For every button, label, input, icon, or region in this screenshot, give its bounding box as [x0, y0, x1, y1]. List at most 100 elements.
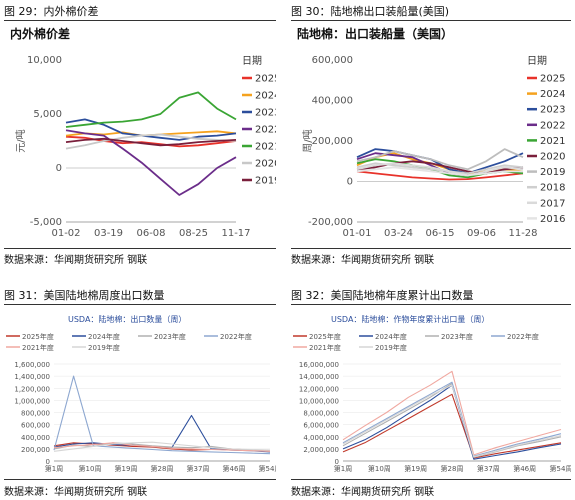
- y-tick-label: 0: [46, 458, 50, 466]
- x-tick-label: 第28周: [151, 464, 174, 473]
- legend-label: 2024年度: [88, 332, 120, 341]
- x-tick-label: 第10周: [368, 464, 391, 473]
- x-tick-label: 11-17: [221, 228, 250, 239]
- series-line-2022: [65, 129, 237, 196]
- legend-label: 2023年度: [441, 332, 473, 341]
- x-tick-label: 第46周: [513, 464, 536, 473]
- series-line-2017: [356, 162, 524, 177]
- y-axis-label: 周/吨: [301, 129, 314, 152]
- figure-30-rule: [291, 20, 571, 21]
- series-line-2024: [356, 152, 524, 175]
- legend-label: 2022年度: [220, 332, 252, 341]
- figure-32-rule-bottom: [291, 479, 571, 480]
- legend-label: 2022: [255, 125, 276, 136]
- y-tick-label: 0: [335, 458, 339, 466]
- x-tick-label: 第1周: [334, 464, 352, 473]
- figure-31-label: 图 31：美国陆地棉周度出口数量: [4, 289, 165, 302]
- y-tick-label: 1,400,000: [14, 373, 50, 381]
- chart-title: 内外棉价差: [10, 26, 70, 41]
- series-line-2023: [65, 118, 237, 141]
- y-tick-label: 400,000: [21, 434, 50, 442]
- figure-32-rule: [291, 304, 571, 305]
- y-tick-label: 600,000: [312, 55, 353, 66]
- x-tick-label: 09-06: [467, 228, 496, 239]
- x-tick-label: 第54周: [550, 464, 571, 473]
- legend-label: 2023: [255, 108, 276, 119]
- y-tick-label: 16,000,000: [299, 361, 339, 369]
- legend-label: 2024: [540, 89, 565, 100]
- legend-title: 日期: [527, 55, 547, 67]
- legend-label: 2021: [255, 142, 276, 153]
- figure-29-rule: [4, 20, 276, 21]
- series-line-2022年度: [53, 375, 271, 455]
- legend-label: 2023: [540, 105, 565, 116]
- legend-label: 2019年度: [375, 343, 407, 352]
- export-shipment-chart: 陆地棉：出口装船量（美国） 600,000 400,000 200,000 0 -200,…: [297, 26, 565, 239]
- legend-label: 2020: [540, 152, 565, 163]
- y-tick-label: 200,000: [21, 446, 50, 454]
- series-line-2025: [356, 170, 524, 181]
- series-line-2023: [356, 148, 524, 175]
- legend-label: 2021年度: [22, 343, 54, 352]
- figure-32-label: 图 32：美国陆地棉年度累计出口数量: [291, 289, 474, 302]
- x-tick-label: 第19周: [404, 464, 427, 473]
- legend-label: 2018: [540, 183, 565, 194]
- x-tick-label: 第54周: [259, 464, 276, 473]
- x-tick-label: 03-19: [94, 228, 123, 239]
- y-tick-label: 600,000: [21, 422, 50, 430]
- legend-title: 日期: [242, 55, 262, 67]
- y-tick-label: 1,600,000: [14, 361, 50, 369]
- series-line-2025年度: [342, 393, 562, 459]
- chart-title: USDA：陆地棉：作物年度累计出口量（周）: [331, 314, 489, 324]
- y-tick-label: 10,000: [27, 55, 62, 66]
- figure-29-label: 图 29：内外棉价差: [4, 5, 99, 18]
- series-line-2021年度: [342, 370, 562, 456]
- y-tick-label: 1,200,000: [14, 385, 50, 393]
- y-axis-label: 元/吨: [14, 129, 27, 152]
- x-tick-label: 06-15: [425, 228, 454, 239]
- y-tick-label: 12,000,000: [299, 385, 339, 393]
- x-tick-label: 第10周: [79, 464, 102, 473]
- x-tick-label: 01-02: [51, 228, 80, 239]
- legend-label: 2023年度: [154, 332, 186, 341]
- cumulative-export-chart: USDA：陆地棉：作物年度累计出口量（周） 16,000,000 14,000,00…: [293, 314, 571, 473]
- figure-32-source: 数据来源：华闻期货研究所 钢联: [291, 487, 435, 498]
- legend-label: 2025年度: [309, 332, 341, 341]
- y-tick-label: -200,000: [308, 217, 353, 228]
- x-tick-label: 11-28: [508, 228, 537, 239]
- y-tick-label: 2,000,000: [303, 446, 339, 454]
- figure-31-rule-bottom: [4, 479, 276, 480]
- x-tick-label: 第19周: [115, 464, 138, 473]
- y-tick-label: 200,000: [312, 136, 353, 147]
- figure-29-source: 数据来源：华闻期货研究所 钢联: [4, 255, 148, 266]
- series-line-2020: [65, 133, 237, 150]
- legend-label: 2024: [255, 91, 276, 102]
- legend-label: 2016: [540, 214, 565, 225]
- price-spread-chart: 内外棉价差 10,000 5,000 0 -5,000 元/吨 01-02 03-19 06-0…: [10, 26, 276, 239]
- series-line-2020: [356, 160, 524, 175]
- y-tick-label: 1,000,000: [14, 397, 50, 405]
- y-tick-label: 0: [347, 177, 353, 188]
- legend-label: 2025: [540, 74, 565, 85]
- figure-29-rule-bottom: [4, 248, 276, 249]
- y-tick-label: 14,000,000: [299, 373, 339, 381]
- figure-30-source: 数据来源：华闻期货研究所 钢联: [291, 255, 435, 266]
- x-tick-label: 08-25: [179, 228, 208, 239]
- chart-title: 陆地棉：出口装船量（美国）: [297, 26, 453, 41]
- y-tick-label: 0: [56, 163, 62, 174]
- y-tick-label: 400,000: [312, 96, 353, 107]
- y-tick-label: 6,000,000: [303, 422, 339, 430]
- figure-31-source: 数据来源：华闻期货研究所 钢联: [4, 487, 148, 498]
- legend-label: 2021年度: [309, 343, 341, 352]
- legend-label: 2019年度: [88, 343, 120, 352]
- legend-label: 2017: [540, 198, 565, 209]
- y-tick-label: 4,000,000: [303, 434, 339, 442]
- figure-31-rule: [4, 304, 276, 305]
- y-tick-label: 800,000: [21, 410, 50, 418]
- x-tick-label: 06-08: [136, 228, 165, 239]
- series-line-2021年度: [53, 442, 271, 452]
- legend-label: 2025年度: [22, 332, 54, 341]
- y-tick-label: 8,000,000: [303, 410, 339, 418]
- series-line-2016: [356, 166, 523, 177]
- x-tick-label: 01-01: [342, 228, 371, 239]
